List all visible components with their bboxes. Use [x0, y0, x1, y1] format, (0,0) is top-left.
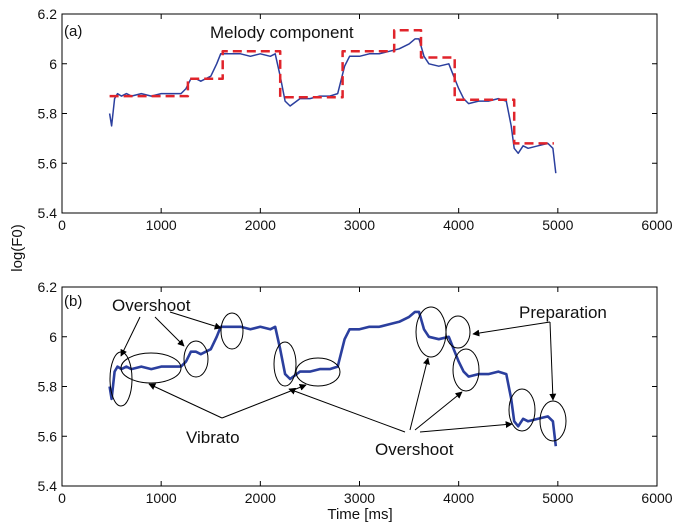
overshoot-label-bottom: Overshoot	[375, 440, 454, 459]
x-tick-label: 2000	[245, 217, 276, 233]
y-tick-label: 6	[49, 56, 57, 72]
melody-component-line	[109, 28, 554, 145]
x-tick-label: 0	[58, 217, 66, 233]
f0-contour-line	[108, 310, 558, 447]
ellipse-vibrato2	[295, 357, 341, 387]
panel-a-ticks: 0 1000 2000 3000 4000 5000 6000 5.4 5.6 5.8 6 6.2	[38, 6, 673, 233]
x-tick-label: 4000	[443, 490, 474, 506]
annotation-arrows	[120, 311, 557, 433]
y-tick-label: 5.6	[38, 155, 58, 171]
panel-a-label: (a)	[64, 23, 82, 40]
y-tick-label: 6.2	[38, 279, 58, 295]
x-tick-label: 3000	[344, 490, 375, 506]
arrow-overshoot-b4	[419, 421, 513, 433]
f0-contour-line	[108, 38, 557, 174]
ellipse-note2	[183, 340, 209, 378]
arrow-overshoot-3	[169, 311, 222, 330]
x-tick-label: 2000	[245, 490, 276, 506]
overshoot-label-top: Overshoot	[112, 296, 191, 315]
arrow-vibrato-2	[221, 384, 307, 419]
ellipse-drop2	[452, 348, 480, 392]
ellipse-note3	[220, 312, 244, 350]
arrow-preparation-2	[549, 321, 557, 401]
x-tick-label: 5000	[542, 490, 573, 506]
panel-b-ticks: 0 1000 2000 3000 4000 5000 6000 5.4 5.6 5.8 6 6.2	[38, 279, 673, 506]
ellipse-end2	[539, 400, 567, 442]
y-tick-label: 5.4	[38, 205, 58, 221]
y-tick-label: 5.4	[38, 478, 58, 494]
ellipse-vibrato	[120, 352, 182, 384]
x-tick-label: 1000	[146, 217, 177, 233]
panel-a-series	[108, 28, 557, 174]
x-tick-label: 6000	[641, 490, 672, 506]
arrow-overshoot-1	[120, 316, 141, 357]
arrow-overshoot-2	[154, 316, 185, 347]
panel-b: 0 1000 2000 3000 4000 5000 6000 5.4 5.6 5.8 6 6.2 (…	[38, 279, 673, 506]
y-tick-label: 5.6	[38, 428, 58, 444]
panel-b-label: (b)	[64, 293, 82, 310]
y-tick-label: 6.2	[38, 6, 58, 22]
panel-a: 0 1000 2000 3000 4000 5000 6000 5.4 5.6 5.8 6 6.2 (…	[38, 6, 673, 233]
y-axis-label: log(F0)	[9, 224, 26, 272]
panel-a-frame	[61, 13, 658, 214]
x-tick-label: 1000	[146, 490, 177, 506]
arrow-overshoot-b3	[414, 391, 463, 431]
x-tick-label: 4000	[443, 217, 474, 233]
arrow-overshoot-b2	[409, 357, 430, 431]
y-tick-label: 6	[49, 329, 57, 345]
x-tick-label: 6000	[641, 217, 672, 233]
x-tick-label: 0	[58, 490, 66, 506]
ellipse-end1	[508, 388, 536, 432]
vibrato-label: Vibrato	[186, 428, 240, 447]
arrow-overshoot-b1	[288, 387, 406, 433]
melody-component-label: Melody component	[210, 23, 354, 42]
x-tick-label: 5000	[542, 217, 573, 233]
y-tick-label: 5.8	[38, 106, 58, 122]
ellipse-peak	[415, 306, 447, 358]
preparation-label: Preparation	[519, 303, 607, 322]
ellipse-step	[445, 315, 471, 349]
arrow-vibrato-1	[148, 383, 223, 419]
panel-b-series	[108, 310, 558, 447]
x-axis-label: Time [ms]	[327, 506, 392, 523]
arrow-preparation-1	[472, 321, 551, 337]
highlight-ellipses	[109, 306, 567, 442]
y-tick-label: 5.8	[38, 379, 58, 395]
x-tick-label: 3000	[344, 217, 375, 233]
ellipse-drop	[273, 341, 297, 387]
